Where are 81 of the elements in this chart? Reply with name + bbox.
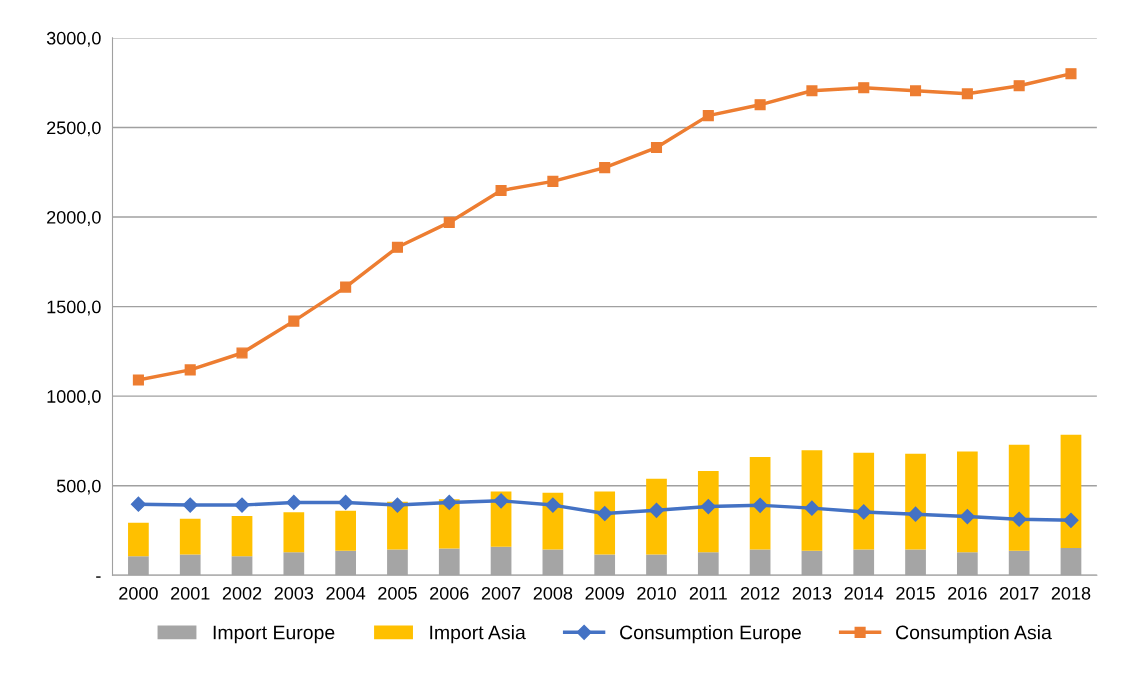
point	[648, 502, 665, 518]
x-tick-label: 2009	[585, 586, 624, 600]
y-tick-label: 1500,0	[47, 300, 101, 316]
point	[804, 500, 820, 516]
bar	[179, 518, 201, 555]
point	[752, 497, 768, 513]
bar	[905, 453, 926, 550]
point	[754, 99, 766, 111]
point	[389, 497, 406, 513]
point	[545, 497, 561, 513]
bar	[956, 451, 978, 553]
x-tick-label: 2001	[171, 586, 210, 600]
bar	[231, 516, 253, 557]
point	[236, 347, 248, 359]
bar	[853, 452, 875, 550]
x-tick-label: 2017	[999, 586, 1039, 600]
x-tick-label: 2007	[481, 586, 521, 600]
point	[1011, 511, 1027, 527]
legend-label: Consumption Asia	[896, 625, 1052, 644]
x-tick-label: 2014	[844, 586, 884, 600]
x-tick-label: 2000	[119, 586, 158, 600]
bar	[749, 456, 771, 550]
x-tick-label: 2015	[896, 586, 935, 600]
y-tick-label: 2000,0	[47, 210, 101, 226]
y-tick-label: 1000,0	[47, 390, 101, 406]
bar	[1008, 444, 1030, 551]
x-tick-label: 2016	[948, 586, 987, 600]
point	[184, 364, 196, 376]
point	[340, 281, 352, 293]
point	[391, 241, 404, 253]
point	[182, 497, 198, 513]
legend-label: Consumption Europe	[620, 625, 801, 644]
point	[907, 506, 924, 522]
x-tick-label: 2006	[430, 586, 469, 600]
point	[806, 85, 818, 97]
point	[286, 494, 302, 510]
legend-label: Import Asia	[430, 625, 526, 644]
point	[1063, 512, 1079, 528]
point	[547, 175, 559, 187]
x-tick-label: 2011	[689, 586, 727, 600]
y-tick-label: 2500,0	[47, 121, 101, 137]
point	[856, 504, 872, 520]
y-tick-label: 3000,0	[46, 31, 101, 47]
point	[493, 493, 509, 509]
point	[288, 315, 300, 327]
y-tick-label: 500,0	[56, 479, 101, 495]
x-tick-label: 2010	[637, 586, 676, 600]
bar	[801, 450, 823, 551]
bar	[128, 522, 149, 557]
point	[130, 496, 146, 512]
x-tick-label: 2003	[274, 586, 314, 600]
x-tick-label: 2004	[326, 586, 366, 600]
legend-label: Import Europe	[213, 625, 335, 644]
x-tick-label: 2013	[792, 586, 832, 600]
x-tick-label: 2008	[533, 586, 573, 600]
point	[443, 216, 455, 228]
x-tick-label: 2002	[222, 586, 262, 600]
point	[338, 494, 354, 510]
point	[234, 497, 250, 513]
bar	[283, 512, 305, 553]
point	[959, 508, 975, 525]
bar	[697, 471, 719, 553]
x-tick-label: 2012	[740, 586, 780, 600]
point	[599, 162, 611, 174]
bar	[335, 510, 356, 551]
bar	[1060, 434, 1082, 549]
point	[1065, 68, 1077, 80]
point	[441, 494, 457, 510]
x-tick-label: 2005	[378, 586, 417, 600]
point	[1013, 80, 1025, 92]
point	[909, 85, 922, 97]
point	[650, 141, 663, 154]
point	[961, 88, 973, 100]
point	[700, 498, 716, 515]
y-tick-label: -	[96, 576, 101, 578]
point	[858, 82, 870, 94]
point	[702, 110, 714, 122]
x-tick-label: 2018	[1051, 586, 1091, 600]
point	[495, 184, 507, 197]
point	[597, 505, 613, 522]
point	[132, 374, 144, 386]
